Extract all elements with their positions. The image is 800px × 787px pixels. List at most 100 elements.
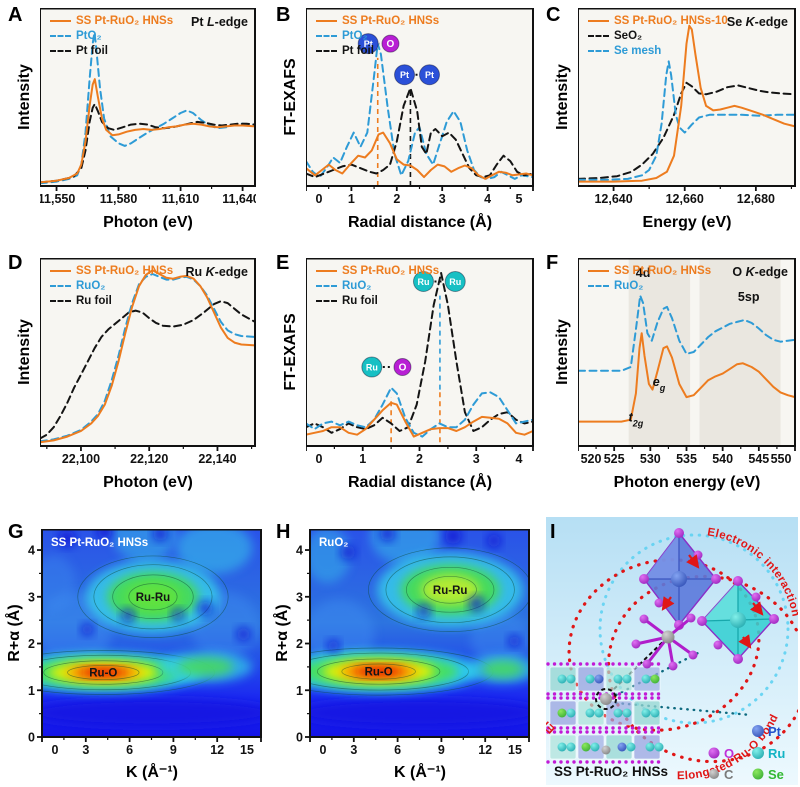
panel-f-xlabel: Photon energy (eV) [613,474,761,491]
svg-text:6: 6 [394,743,401,757]
legend-swatch [588,285,609,287]
svg-text:1: 1 [359,452,366,466]
elongation-arrow-pt-1 [686,554,700,569]
legend-entry: Pt foil [50,44,173,58]
series-curve [40,300,256,440]
data-series [306,42,534,180]
panel-f-legend: SS Pt-RuO₂ HNSs RuO₂ [588,264,711,293]
legend-swatch [316,285,337,287]
svg-text:11,610: 11,610 [162,192,200,206]
se-legend-label: Se [768,767,784,782]
svg-text:12,640: 12,640 [594,192,632,206]
panel-d: D Intensity 22,100 22,120 22,140 SS Pt-RuO… [4,250,268,513]
ru-atom [730,612,746,628]
legend-entry: RuO₂ [588,279,711,293]
carbon-oxygen-unit [631,613,698,671]
legend-entry: PtO₂ [316,29,439,43]
panel-i: I [542,515,800,787]
svg-text:3: 3 [350,743,357,757]
panel-d-ylabel: Intensity [16,319,33,385]
panel-f: F Intensity 4d 5sp eg t2g 520 525 530 535 540 545… [542,250,800,513]
legend-label: Ru foil [342,295,378,307]
svg-text:5: 5 [516,192,523,206]
series-curve [578,332,796,423]
panel-e-plot: Ru Ru Ru O 0 1 2 3 4 [306,258,534,466]
svg-text:535: 535 [676,452,697,466]
svg-text:Ru: Ru [366,362,378,372]
edge-label-part: -edge [754,15,788,29]
svg-text:12: 12 [478,743,492,757]
svg-text:2: 2 [28,637,35,651]
ru-legend-label: Ru [768,746,785,761]
panel-h-xlabel: K (Å⁻¹) [394,764,446,781]
panel-h-plotwrap: Ru-O Ru-Ru RuO₂ 0 3 6 9 12 15 0 1 2 3 4 [292,529,530,759]
svg-text:3: 3 [439,192,446,206]
panel-g: G R+α (Å) Ru-O Ru-Ru SS Pt-RuO₂ HNSs 0 3 6 9 12… [4,515,268,785]
panel-f-ylabel: Intensity [554,319,571,385]
svg-text:0: 0 [296,731,303,745]
svg-text:2: 2 [393,192,400,206]
panel-e-legend: SS Pt-RuO₂ HNSs RuO₂ Ru foil [316,264,439,308]
legend-swatch [50,270,71,272]
panel-c-letter: C [546,4,561,26]
bond-pair-annotations: Pt O Pt Pt [357,33,440,86]
wavelet-map [42,529,261,727]
panel-d-edge-label: Ru K-edge [185,265,248,279]
svg-text:3: 3 [296,590,303,604]
svg-text:4: 4 [484,192,491,206]
axis-ticks: 11,550 11,580 11,610 11,640 [40,186,256,206]
legend-entry: SS Pt-RuO₂ HNSs [316,14,439,28]
svg-text:2: 2 [296,637,303,651]
panel-h: H R+α (Å) Ru-O Ru-Ru RuO₂ 0 3 6 9 12 15 0 1 2 3 4 K (… [272,515,538,785]
svg-text:3: 3 [82,743,89,757]
atom-ball-pt [394,64,416,86]
carbon-dopant-atom [600,693,612,705]
plot-frame [40,258,256,447]
edge-label-part: O [732,265,746,279]
panel-b: B FT-EXAFS Pt O Pt Pt 0 1 2 3 4 5 SS Pt-RuO₂ HNSs… [272,2,538,248]
series-curve [578,60,796,181]
svg-text:22,100: 22,100 [62,452,100,466]
svg-text:0: 0 [52,743,59,757]
panel-d-legend: SS Pt-RuO₂ HNSs RuO₂ Ru foil [50,264,173,308]
panel-a-plot: 11,550 11,580 11,610 11,640 [40,8,256,206]
lattice-structure [546,662,664,764]
edge-label-part: K [745,15,755,29]
series-curve [40,269,256,444]
legend-entry: Ru foil [50,294,173,308]
atom-ball-o [393,358,412,377]
legend-label: RuO₂ [342,280,372,292]
panel-f-letter: F [546,252,559,274]
panel-c-plot: 12,640 12,660 12,680 [578,8,796,206]
svg-text:9: 9 [438,743,445,757]
svg-text:Ru: Ru [449,277,461,287]
legend-label: RuO₂ [76,280,106,292]
svg-text:525: 525 [604,452,625,466]
svg-text:9: 9 [170,743,177,757]
pt-octahedron [639,528,721,630]
svg-text:12,680: 12,680 [737,192,775,206]
panel-b-plot: Pt O Pt Pt 0 1 2 3 4 5 [306,8,534,206]
svg-text:12,660: 12,660 [666,192,704,206]
panel-e-xlabel: Radial distance (Å) [347,474,493,491]
ru-legend-ball [752,747,764,759]
legend-label: SS Pt-RuO₂ HNSs [76,265,174,277]
data-series [40,269,256,444]
panel-f-edge-label: O K-edge [732,265,788,279]
legend-swatch [50,300,71,302]
panel-a-edge-label: Pt L-edge [191,15,248,29]
svg-text:4d: 4d [636,266,651,280]
plot-frame [578,8,796,187]
svg-text:O: O [387,39,395,50]
atom-ball-ru [361,356,383,378]
atom-ball-ru [412,271,434,292]
guide-lines [390,295,441,443]
panel-i-illustration: Elongated Pt-O bond Electronic interacti… [546,517,798,785]
legend-label: Ru foil [76,295,112,307]
panel-g-xlabel: K (Å⁻¹) [126,764,178,781]
plot-frame [40,8,256,187]
svg-text:3: 3 [473,452,480,466]
legend-swatch [316,35,337,37]
legend-label: PtO₂ [76,30,102,42]
